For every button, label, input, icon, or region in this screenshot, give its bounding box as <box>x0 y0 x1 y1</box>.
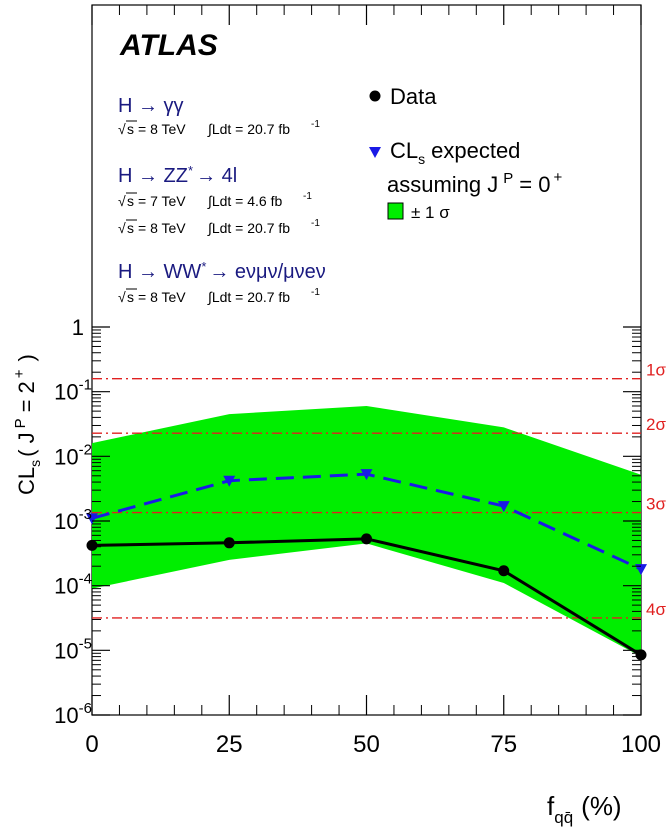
data-point <box>498 565 510 577</box>
lumi-value: ∫Ldt = 20.7 fb <box>207 121 290 137</box>
lumi-sqrt: s <box>127 220 134 236</box>
lumi-exp: -1 <box>311 287 320 298</box>
lumi-line: √ s = 7 TeV ∫Ldt = 4.6 fb -1 <box>118 191 312 209</box>
expected-point <box>360 469 373 481</box>
x-axis-label: fqq̄ (%) <box>547 791 622 827</box>
annotation-hww: H → WW* → eνμν/μνeν √ s = 8 TeV ∫Ldt = 20… <box>118 259 326 305</box>
axis-layer: 0 25 50 75 100 1 10-1 10-2 10-3 10-4 10-5 10-6 <box>54 5 661 758</box>
lumi-sqrt: s <box>127 121 134 137</box>
lumi-line: √ s = 8 TeV ∫Ldt = 20.7 fb -1 <box>118 287 320 305</box>
svg-text:√: √ <box>118 220 126 236</box>
sigma-label-3: 3σ <box>646 495 666 514</box>
legend-expected-label-line2: assuming J P = 0 + <box>387 169 563 197</box>
sigma-label-1: 1σ <box>646 361 666 380</box>
legend-band-swatch <box>387 202 404 220</box>
lumi-value: ∫Ldt = 4.6 fb <box>207 193 282 209</box>
channel-hww: H → WW* → eνμν/μνeν <box>118 259 326 283</box>
lumi-energy: = 8 TeV <box>138 121 186 137</box>
lumi-energy: = 8 TeV <box>138 289 186 305</box>
lumi-line: √ s = 8 TeV ∫Ldt = 20.7 fb -1 <box>118 119 320 137</box>
expected-point <box>497 501 510 513</box>
y-tick-label: 10-2 <box>54 441 92 469</box>
data-point <box>86 539 98 551</box>
y-tick-label: 1 <box>72 315 84 340</box>
x-tick-label: 50 <box>353 731 380 758</box>
y-tick-label: 10-6 <box>54 700 92 728</box>
legend-data-label: Data <box>390 84 437 109</box>
lumi-exp: -1 <box>303 191 312 202</box>
one-sigma-band <box>92 406 641 657</box>
expected-point <box>86 513 98 525</box>
sigma-lines: 1σ 2σ 3σ 4σ <box>92 361 666 619</box>
sigma-label-2: 2σ <box>646 415 666 434</box>
lumi-sqrt: s <box>127 289 134 305</box>
svg-text:√: √ <box>118 193 126 209</box>
lumi-sqrt: s <box>127 193 134 209</box>
lumi-exp: -1 <box>311 119 320 130</box>
annotation-hgg: H → γγ √ s = 8 TeV ∫Ldt = 20.7 fb -1 <box>118 95 320 137</box>
band-layer <box>92 406 641 657</box>
y-tick-label: 10-3 <box>54 506 92 534</box>
x-tick-label: 100 <box>621 731 661 758</box>
data-point <box>635 649 647 661</box>
lumi-exp: -1 <box>311 218 320 229</box>
series-layer <box>86 469 647 661</box>
legend-data-marker <box>369 90 381 102</box>
data-point <box>361 533 372 545</box>
y-tick-label: 10-1 <box>54 377 92 405</box>
sigma-label-4: 4σ <box>646 600 666 619</box>
annotation-hzz: H → ZZ* → 4l √ s = 7 TeV ∫Ldt = 4.6 fb -1… <box>118 163 320 236</box>
lumi-value: ∫Ldt = 20.7 fb <box>207 220 290 236</box>
legend-expected-marker <box>369 147 381 158</box>
y-axis-label: CLs( JP= 2+) <box>11 354 43 495</box>
channel-hgg: H → γγ <box>118 95 184 117</box>
lumi-value: ∫Ldt = 20.7 fb <box>207 289 290 305</box>
expected-point <box>635 564 647 576</box>
experiment-label: ATLAS <box>119 29 218 62</box>
legend-expected-label: CLs expected <box>390 138 520 167</box>
expected-point <box>223 475 236 487</box>
y-tick-label: 10-5 <box>54 635 92 663</box>
y-tick-label: 10-4 <box>54 571 92 599</box>
x-tick-label: 0 <box>85 731 98 758</box>
lumi-energy: = 8 TeV <box>138 220 186 236</box>
legend: Data CLs expected assuming J P = 0 + ± 1 σ <box>369 84 563 222</box>
data-point <box>223 537 235 549</box>
lumi-line: √ s = 8 TeV ∫Ldt = 20.7 fb -1 <box>118 218 320 236</box>
x-tick-label: 75 <box>490 731 517 758</box>
sqrt-sign: √ <box>118 121 126 137</box>
svg-text:√: √ <box>118 289 126 305</box>
x-tick-label: 25 <box>216 731 243 758</box>
channel-hzz: H → ZZ* → 4l <box>118 163 237 187</box>
legend-band-label: ± 1 σ <box>411 203 450 222</box>
lumi-energy: = 7 TeV <box>138 193 186 209</box>
